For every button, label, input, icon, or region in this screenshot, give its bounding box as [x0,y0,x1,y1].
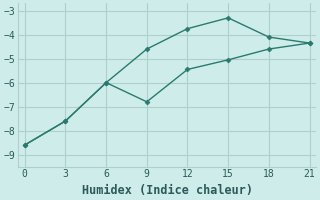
X-axis label: Humidex (Indice chaleur): Humidex (Indice chaleur) [82,184,253,197]
